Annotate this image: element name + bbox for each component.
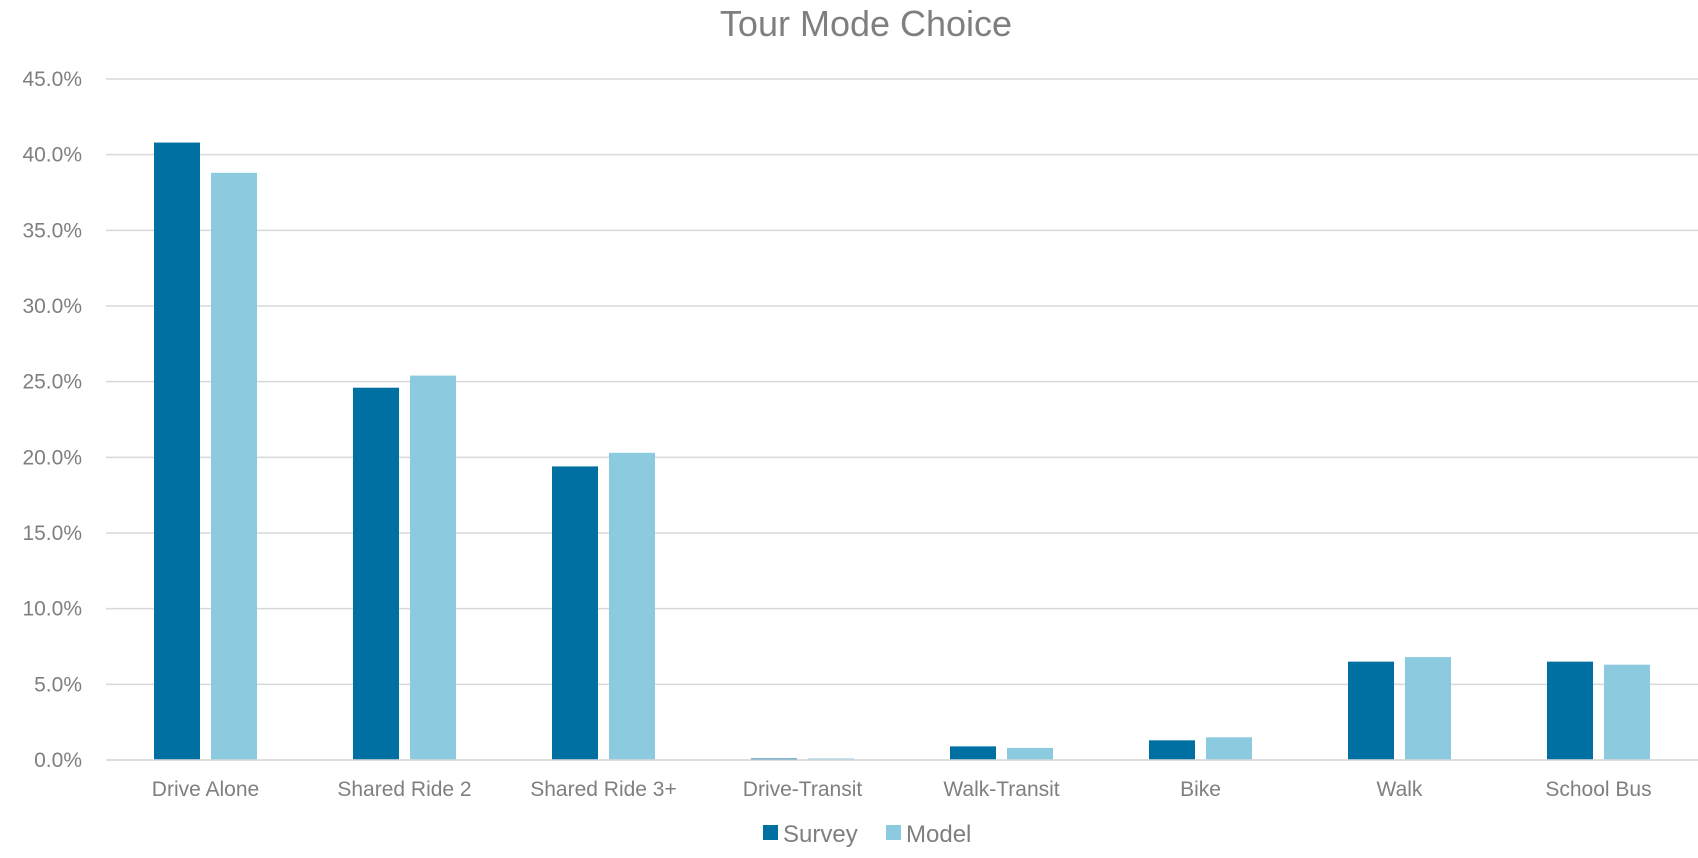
y-tick-label: 35.0% bbox=[22, 219, 82, 242]
x-tick-label: Walk bbox=[1377, 778, 1423, 801]
x-tick-label: Shared Ride 2 bbox=[337, 778, 471, 801]
bar-model-0 bbox=[211, 172, 257, 760]
bar-model-2 bbox=[609, 452, 655, 760]
bar-survey-4 bbox=[950, 746, 996, 760]
y-tick-label: 10.0% bbox=[22, 598, 82, 621]
legend-label-model: Model bbox=[906, 821, 971, 848]
bar-model-4 bbox=[1007, 747, 1053, 760]
plot-area bbox=[154, 142, 1650, 760]
y-tick-label: 0.0% bbox=[34, 749, 82, 772]
legend-swatch-model bbox=[886, 825, 901, 840]
x-tick-label: Shared Ride 3+ bbox=[530, 778, 677, 801]
y-tick-label: 45.0% bbox=[22, 68, 82, 91]
y-tick-label: 20.0% bbox=[22, 446, 82, 469]
gridlines bbox=[106, 78, 1698, 761]
bar-model-1 bbox=[410, 375, 456, 760]
y-tick-label: 25.0% bbox=[22, 371, 82, 394]
y-tick-label: 40.0% bbox=[22, 144, 82, 167]
bar-model-5 bbox=[1206, 737, 1252, 760]
bar-survey-2 bbox=[552, 466, 598, 760]
x-tick-label: Drive-Transit bbox=[743, 778, 863, 801]
bar-survey-7 bbox=[1547, 661, 1593, 760]
y-axis: 0.0% 5.0% 10.0% 15.0% 20.0% 25.0% 30.0% 35.0% 40… bbox=[22, 68, 82, 772]
bar-survey-1 bbox=[353, 387, 399, 760]
bar-model-7 bbox=[1604, 664, 1650, 760]
x-tick-label: School Bus bbox=[1545, 778, 1651, 801]
legend-swatch-survey bbox=[763, 825, 778, 840]
bar-survey-3 bbox=[751, 758, 797, 760]
y-tick-label: 15.0% bbox=[22, 522, 82, 545]
y-tick-label: 5.0% bbox=[34, 673, 82, 696]
x-axis: Drive Alone Shared Ride 2 Shared Ride 3+ Dr… bbox=[106, 759, 1698, 801]
bar-model-6 bbox=[1405, 657, 1451, 760]
legend-label-survey: Survey bbox=[783, 821, 858, 848]
x-tick-label: Drive Alone bbox=[152, 778, 259, 801]
x-tick-label: Bike bbox=[1180, 778, 1221, 801]
x-tick-label: Walk-Transit bbox=[943, 778, 1059, 801]
legend: Survey Model bbox=[763, 821, 971, 848]
bar-model-3 bbox=[808, 758, 854, 760]
bar-survey-5 bbox=[1149, 740, 1195, 760]
chart-title: Tour Mode Choice bbox=[720, 3, 1012, 44]
bar-survey-6 bbox=[1348, 661, 1394, 760]
bar-survey-0 bbox=[154, 142, 200, 760]
y-tick-label: 30.0% bbox=[22, 295, 82, 318]
